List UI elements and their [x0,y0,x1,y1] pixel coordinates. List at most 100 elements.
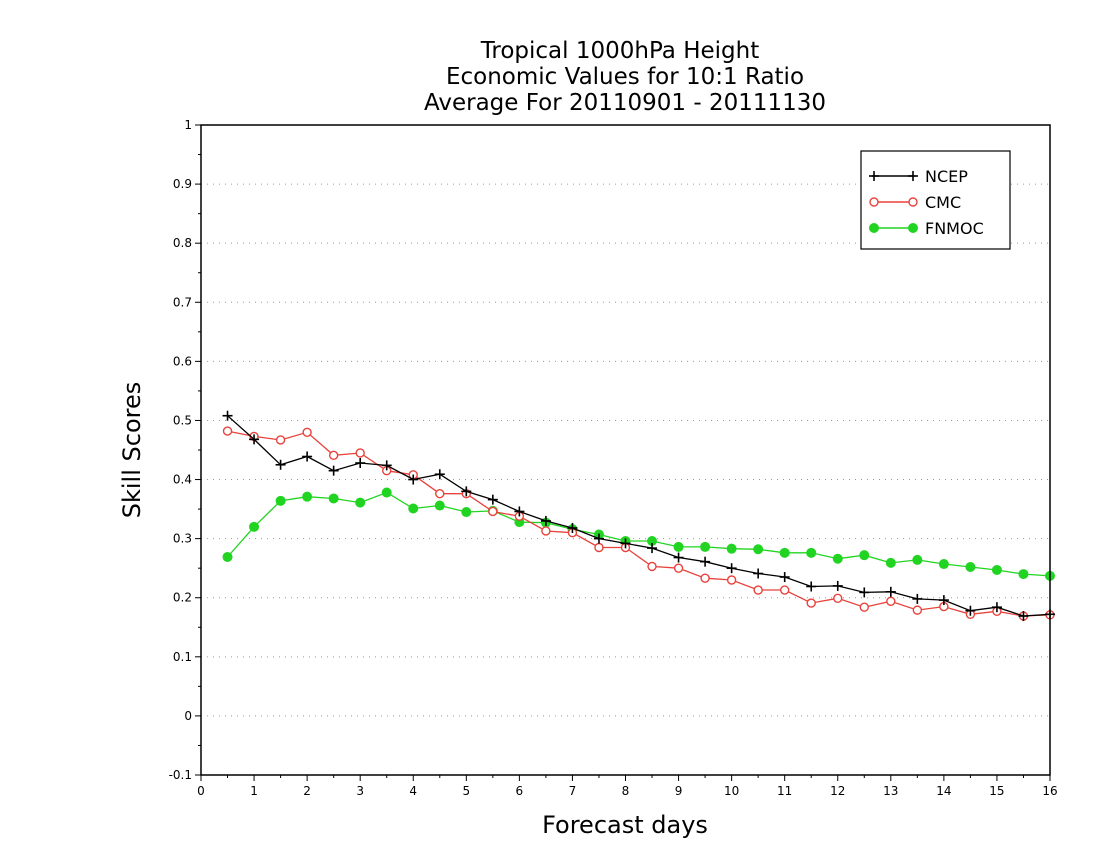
y-tick-label: 0.7 [173,295,192,309]
legend-marker [908,197,918,207]
data-point-ncep [1018,611,1029,622]
data-point-cmc [912,605,923,615]
y-tick-label: 0 [184,709,192,723]
series-cmc [222,426,1055,621]
legend-entry-cmc: CMC [869,193,961,212]
y-tick-label: 0.9 [173,177,192,191]
series-group [222,410,1055,622]
y-tick-label: 0.4 [173,473,192,487]
legend-entry-fnmoc: FNMOC [869,219,984,238]
data-point-fnmoc [991,564,1002,575]
y-tick-label: 0.3 [173,532,192,546]
x-axis-label: Forecast days [542,811,708,839]
plot-frame [200,124,1051,776]
data-point-ncep [620,538,631,549]
data-point-fnmoc [779,547,790,558]
data-point-ncep [302,451,313,462]
data-point-cmc [779,585,790,595]
data-point-ncep [647,543,658,554]
data-point-cmc [275,435,286,445]
data-point-fnmoc [275,495,286,506]
series-line-cmc [227,430,1051,617]
data-point-cmc [753,585,763,595]
data-point-cmc [541,526,551,536]
data-point-ncep [487,494,498,505]
data-point-fnmoc [1018,569,1029,580]
x-tick-label: 9 [675,784,683,798]
data-point-cmc [435,489,445,499]
data-point-ncep [540,515,551,526]
data-point-ncep [779,572,790,583]
title-line-2: Economic Values for 10:1 Ratio [446,64,804,90]
data-point-ncep [514,506,525,517]
x-tick-label: 10 [724,784,739,798]
legend-label: NCEP [925,167,968,186]
legend-label: FNMOC [925,219,984,238]
data-point-cmc [859,602,869,612]
series-line-ncep [227,415,1051,617]
x-tick-label: 3 [356,784,364,798]
data-point-ncep [249,434,260,445]
data-point-ncep [408,474,419,485]
x-tick-label: 12 [830,784,845,798]
data-point-ncep [222,410,233,421]
data-point-cmc [647,561,657,572]
x-tick-label: 4 [409,784,417,798]
legend-label: CMC [925,193,961,212]
series-line-fnmoc [227,491,1051,577]
data-point-fnmoc [461,507,472,518]
legend-marker [869,171,879,181]
data-point-ncep [461,486,472,497]
y-tick-label: 1 [184,118,192,132]
data-point-fnmoc [832,553,843,564]
data-point-ncep [859,587,870,598]
legend-marker [908,223,918,233]
data-point-cmc [673,563,684,573]
y-tick-label: 0.1 [173,650,192,664]
data-point-ncep [912,593,923,604]
title-line-3: Average For 20110901 - 20111130 [424,90,826,116]
data-point-fnmoc [700,541,711,552]
x-tick-label: 7 [569,784,577,798]
y-tick-label: 0.2 [173,591,192,605]
data-point-ncep [938,595,949,606]
y-tick-label: 0.8 [173,236,192,250]
data-point-ncep [832,580,843,591]
y-tick-label: 0.6 [173,354,192,368]
data-point-fnmoc [434,500,445,511]
data-point-cmc [488,506,498,517]
x-tick-label: 6 [516,784,524,798]
data-point-ncep [991,602,1002,613]
y-tick-label: -0.1 [169,768,192,782]
data-point-fnmoc [222,551,233,562]
title-line-1: Tropical 1000hPa Height [480,38,760,64]
data-point-ncep [593,533,604,544]
legend: NCEP CMC FNMOC [860,150,1011,250]
data-point-fnmoc [859,550,870,561]
data-point-ncep [700,556,711,567]
y-axis-label: Skill Scores [118,382,146,519]
axis-ticks: -0.100.10.20.30.40.50.60.70.80.910 1 2 3 4 5 6… [169,118,1058,798]
data-point-fnmoc [726,543,737,554]
x-tick-label: 1 [250,784,258,798]
data-point-cmc [726,575,737,585]
data-point-fnmoc [249,521,260,532]
x-tick-label: 13 [883,784,898,798]
data-point-ncep [673,552,684,563]
x-tick-label: 15 [989,784,1004,798]
y-tick-label: 0.5 [173,413,192,427]
x-tick-label: 11 [777,784,792,798]
x-tick-label: 8 [622,784,630,798]
data-point-fnmoc [806,547,817,558]
x-tick-label: 2 [303,784,311,798]
legend-marker [869,223,879,233]
data-point-fnmoc [408,503,419,514]
data-point-fnmoc [381,487,392,498]
data-point-ncep [885,586,896,597]
chart-title: Tropical 1000hPa Height Economic Values … [424,38,826,116]
x-tick-label: 0 [197,784,205,798]
data-point-fnmoc [965,562,976,572]
data-point-ncep [965,605,976,616]
data-point-cmc [886,596,896,606]
